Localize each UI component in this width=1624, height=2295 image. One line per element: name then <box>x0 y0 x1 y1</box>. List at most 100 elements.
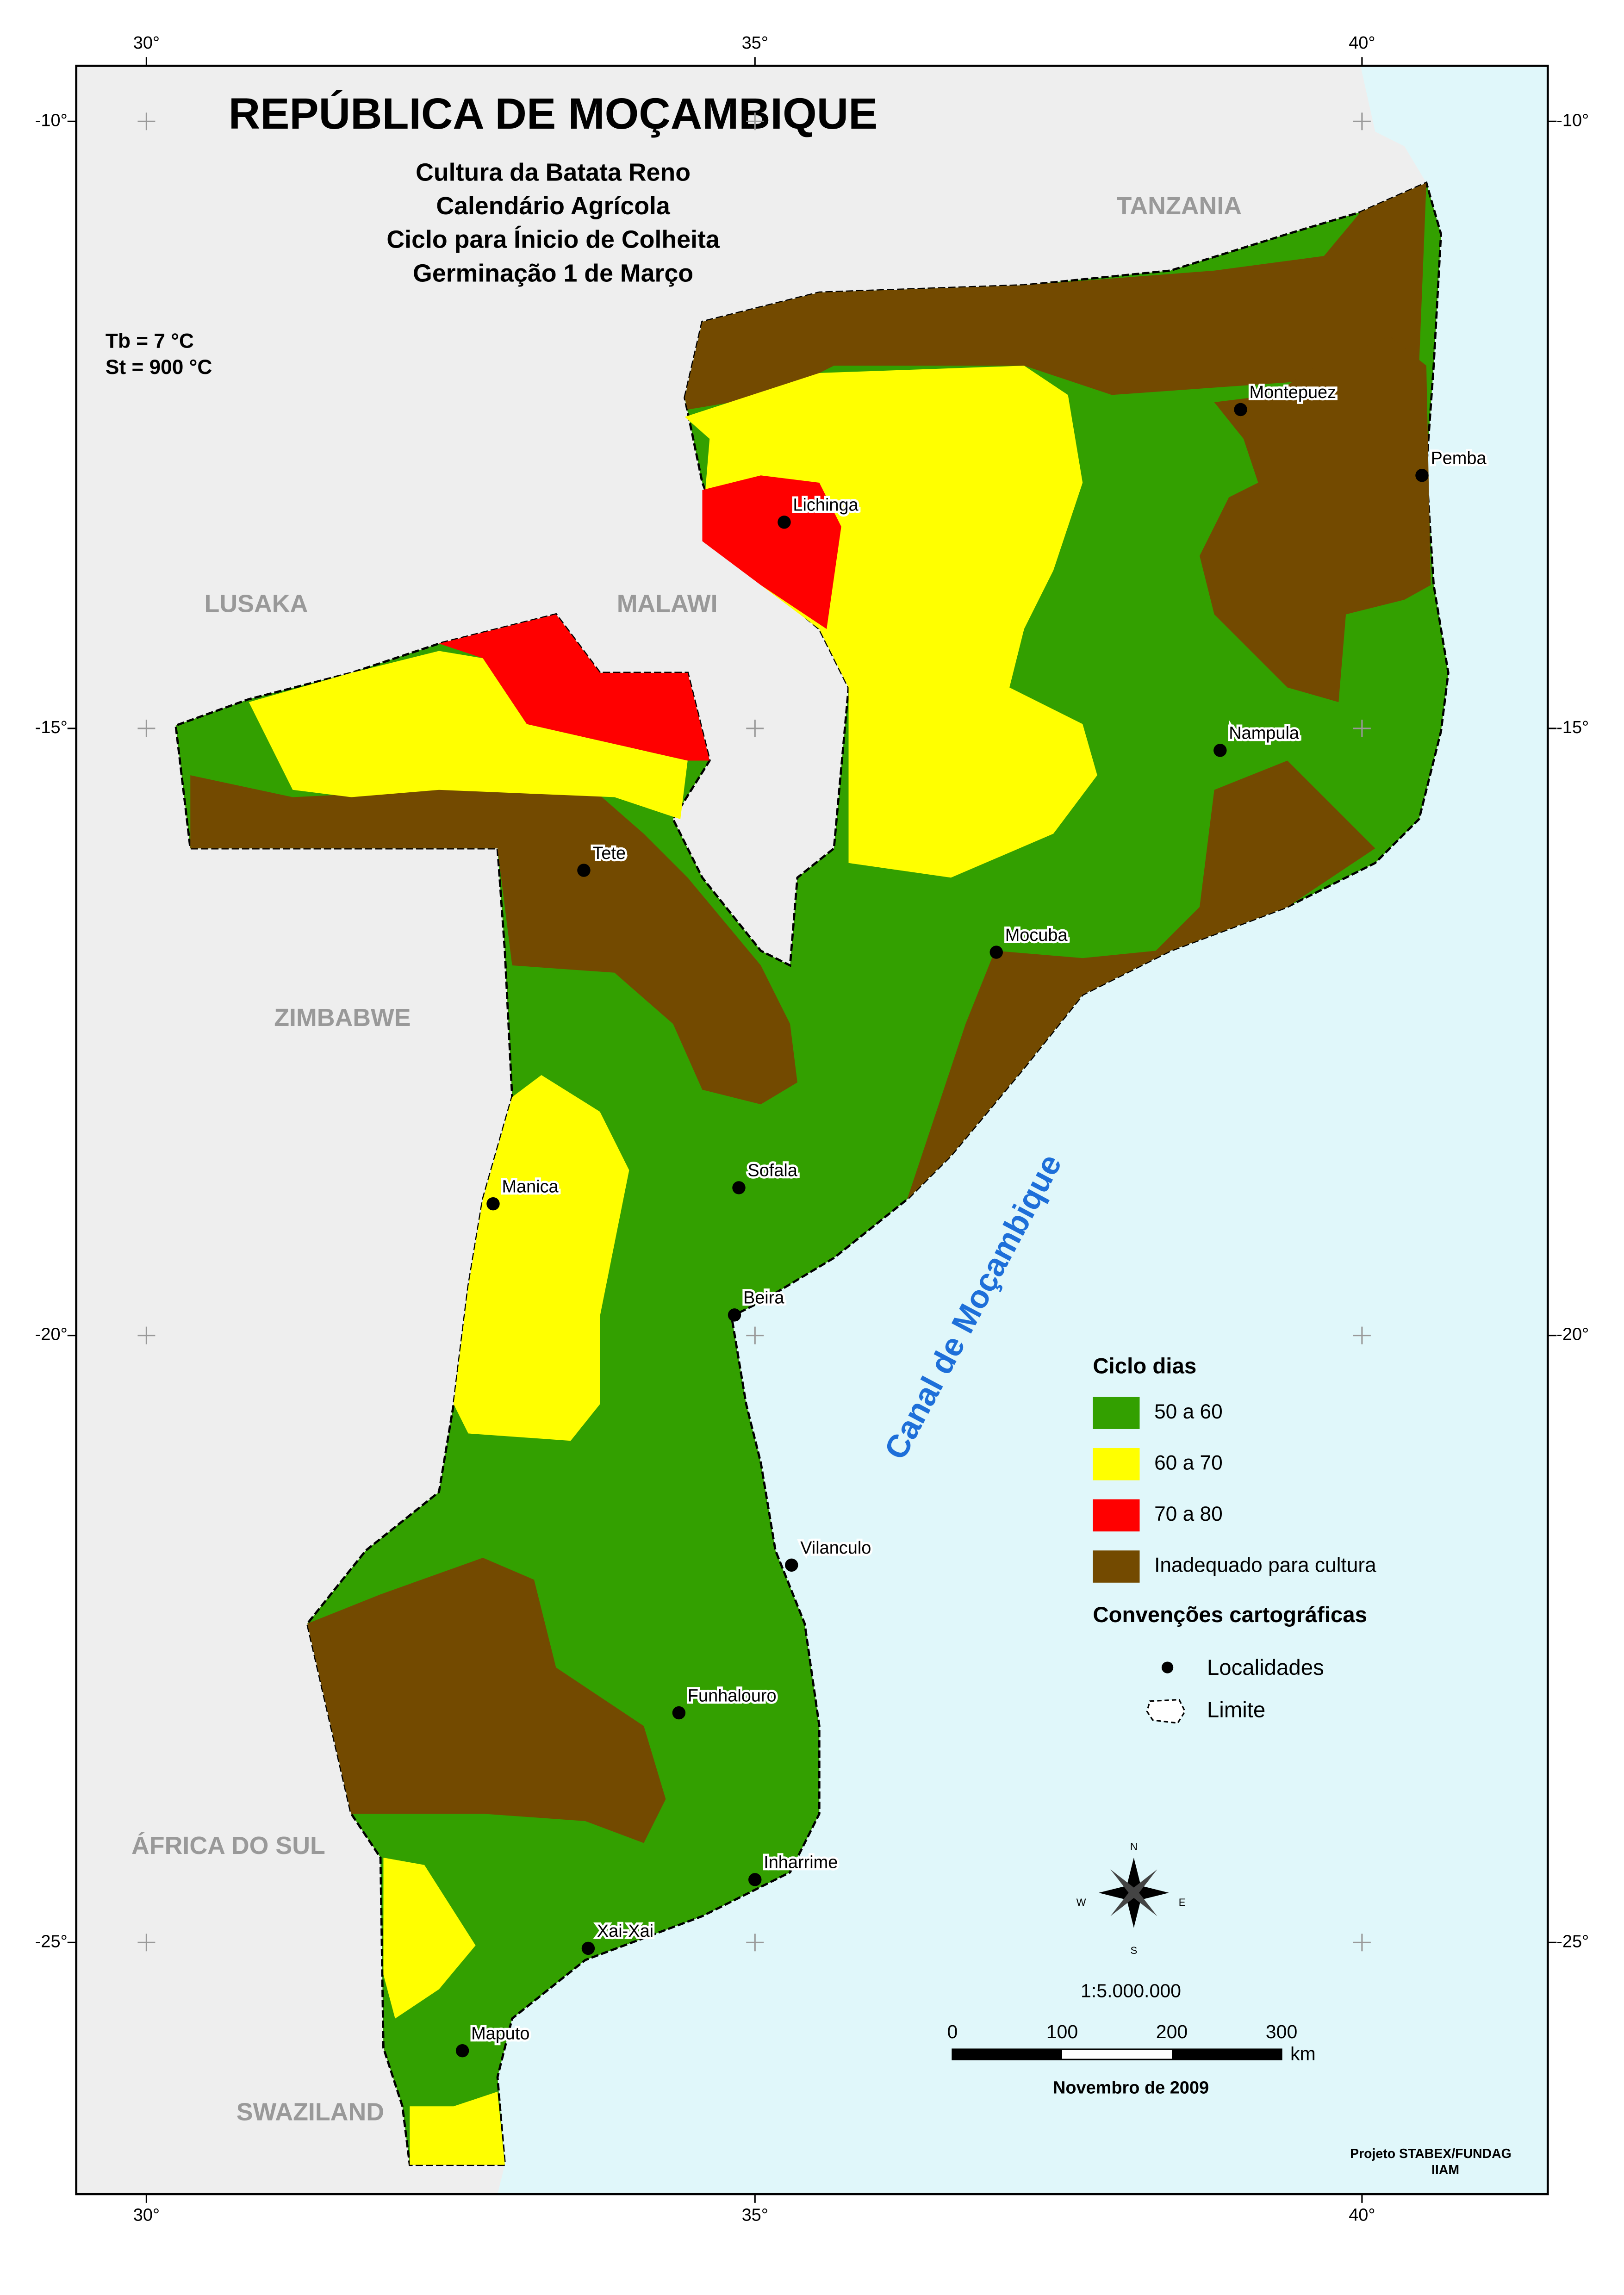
legend-swatch <box>1093 1550 1140 1583</box>
city-dot <box>1234 403 1247 417</box>
zone-unsuitable <box>190 775 797 1105</box>
city-dot <box>581 1941 595 1955</box>
scale-segment <box>1172 2049 1282 2060</box>
legend-swatch <box>1093 1397 1140 1429</box>
city-label: Tete <box>592 844 626 863</box>
param: St = 900 °C <box>106 356 212 379</box>
country-label: SWAZILAND <box>236 2098 384 2126</box>
city-dot <box>672 1706 686 1720</box>
legend-item: Limite <box>1207 1698 1265 1722</box>
zone-unsuitable <box>1200 336 1431 703</box>
graticule-cross <box>746 112 764 131</box>
city-label: Manica <box>502 1177 559 1196</box>
lon-label: 35° <box>742 2205 768 2225</box>
title: REPÚBLICA DE MOÇAMBIQUE <box>229 89 878 138</box>
zone-70-80 <box>702 475 841 629</box>
lon-label: 30° <box>133 2205 160 2225</box>
city-label: Inharrime <box>764 1853 838 1872</box>
city-label: Xai-Xai <box>597 1922 653 1941</box>
city-dot <box>785 1558 798 1572</box>
legend-item: 60 a 70 <box>1154 1451 1223 1474</box>
city-label: Lichinga <box>793 496 859 515</box>
compass-letter: N <box>1130 1841 1138 1853</box>
graticule-cross <box>746 1934 764 1952</box>
scale-ratio: 1:5.000.000 <box>1081 1980 1181 2002</box>
lat-label: -25° <box>35 1932 68 1951</box>
country-label: ZIMBABWE <box>274 1004 411 1032</box>
legend-title: Ciclo dias <box>1093 1354 1196 1379</box>
city-dot <box>728 1308 741 1322</box>
scale-tick: 300 <box>1266 2021 1298 2042</box>
lat-label: -10° <box>1556 111 1589 130</box>
lat-label: -25° <box>1556 1932 1589 1951</box>
zone-60-70 <box>249 651 688 819</box>
date: Novembro de 2009 <box>1053 2078 1209 2097</box>
lon-label: 35° <box>742 33 768 53</box>
city-label: Montepuez <box>1250 383 1337 402</box>
country-label: LUSAKA <box>205 590 308 618</box>
city-label: Nampula <box>1229 724 1300 743</box>
subtitle: Cultura da Batata Reno Calendário Agríco… <box>386 158 720 287</box>
legend: Ciclo dias 50 a 60 60 a 70 70 a 80 Inade… <box>1093 1354 1376 1724</box>
compass: N S E W <box>1076 1841 1186 1956</box>
city-label: Beira <box>743 1288 784 1308</box>
graticule-cross <box>1353 1934 1371 1952</box>
credits: IIAM <box>1431 2163 1459 2177</box>
frame <box>75 64 1549 2195</box>
subtitle-line: Cultura da Batata Reno <box>416 158 691 186</box>
lat-label: -15° <box>35 718 68 737</box>
city-label: Sofala <box>747 1161 797 1181</box>
country-label: TANZANIA <box>1117 192 1242 220</box>
city-dot <box>748 1873 762 1886</box>
lon-label: 40° <box>1349 33 1375 53</box>
legend-boundary <box>1146 1699 1186 1724</box>
zone-unsuitable <box>684 183 1426 410</box>
zone-60-70 <box>454 1075 629 1441</box>
param: Tb = 7 °C <box>106 330 194 352</box>
mozambique <box>174 181 1450 2166</box>
zone-60-70 <box>383 1857 476 2019</box>
city-label: Maputo <box>471 2024 529 2043</box>
graticule-cross <box>137 1934 156 1952</box>
compass-rose <box>1110 1869 1157 1916</box>
legend-subtitle: Convenções cartográficas <box>1093 1603 1367 1627</box>
lat-label: -15° <box>1556 718 1589 737</box>
legend-item: 70 a 80 <box>1154 1503 1223 1525</box>
graticule-cross <box>1353 112 1371 131</box>
legend-swatch <box>1093 1448 1140 1480</box>
compass-letter: E <box>1179 1897 1186 1908</box>
legend-swatch <box>1093 1499 1140 1532</box>
graticule-cross <box>1353 1326 1371 1344</box>
subtitle-line: Calendário Agrícola <box>436 192 671 220</box>
city-label: Funhalouro <box>688 1686 777 1705</box>
graticule-cross <box>1353 720 1371 737</box>
subtitle-line: Germinação 1 de Março <box>413 259 693 287</box>
scale-unit: km <box>1290 2043 1316 2065</box>
compass-letter: W <box>1076 1897 1086 1908</box>
graticule-cross <box>137 1326 156 1344</box>
legend-dot <box>1161 1661 1174 1673</box>
zone-60-70 <box>410 2091 505 2165</box>
city-dot <box>778 516 791 529</box>
city-label: Mocuba <box>1005 926 1068 945</box>
graticule-cross <box>746 720 764 737</box>
country-label: MALAWI <box>617 590 718 618</box>
lon-label: 40° <box>1349 2205 1375 2225</box>
graticule-cross <box>137 720 156 737</box>
graticule-cross <box>137 112 156 131</box>
legend-item: Localidades <box>1207 1655 1324 1680</box>
zone-unsuitable <box>307 1558 666 1843</box>
zone-unsuitable <box>907 760 1375 1200</box>
subtitle-line: Ciclo para Ínicio de Colheita <box>386 226 720 254</box>
lat-label: -10° <box>35 111 68 130</box>
compass-letter: S <box>1130 1945 1137 1956</box>
city-dot <box>732 1181 746 1194</box>
scale-bar: 1:5.000.000 0 100 200 300 km Novembro de… <box>947 1980 1315 2098</box>
sea <box>497 66 1548 2194</box>
city-dot <box>455 2044 469 2058</box>
credits: Projeto STABEX/FUNDAG <box>1350 2146 1512 2161</box>
city-dot <box>1213 744 1227 757</box>
scale-tick: 0 <box>947 2021 958 2042</box>
lat-label: -20° <box>1556 1325 1589 1344</box>
